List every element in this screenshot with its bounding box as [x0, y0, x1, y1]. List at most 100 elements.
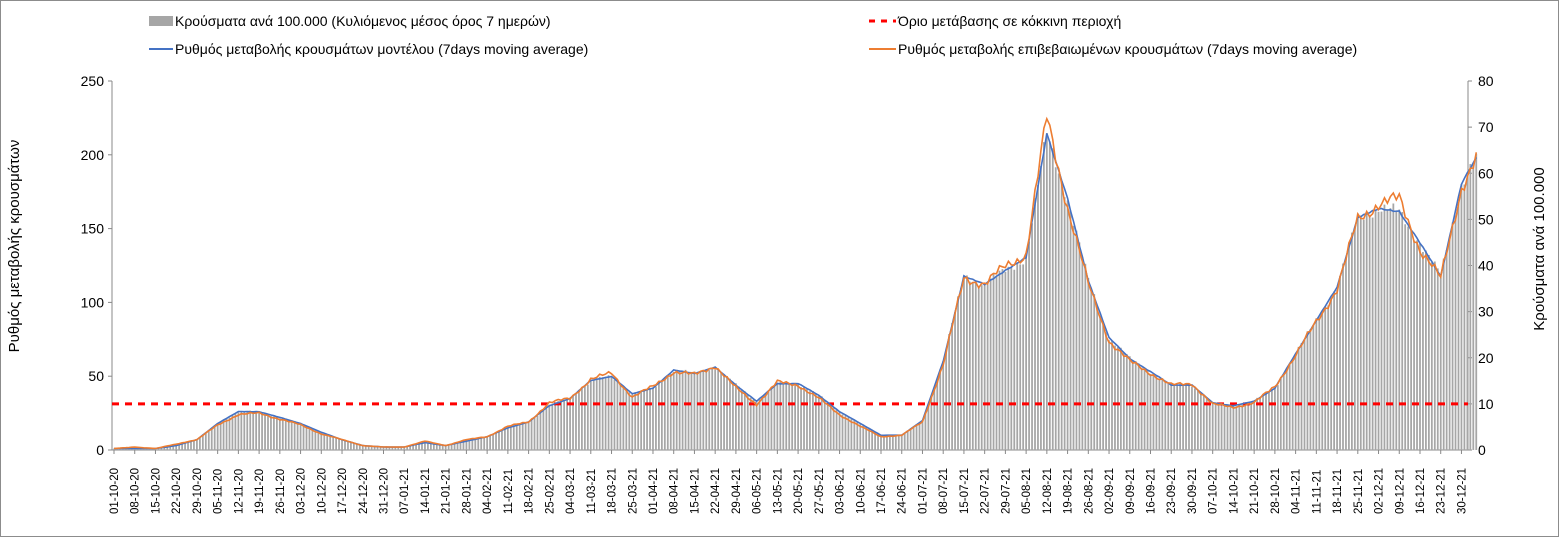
- bar: [1356, 213, 1359, 450]
- bar: [169, 446, 172, 450]
- bar: [616, 380, 619, 450]
- bar: [1309, 329, 1312, 450]
- bar: [1472, 164, 1475, 450]
- bar: [1084, 263, 1087, 450]
- bar: [1152, 373, 1155, 450]
- bar: [1202, 395, 1205, 450]
- legend-bars-swatch: [149, 16, 173, 26]
- bar: [459, 442, 462, 450]
- bar: [968, 281, 971, 450]
- bar: [806, 389, 808, 450]
- bar: [1333, 291, 1335, 450]
- bar: [323, 433, 326, 450]
- bar: [367, 445, 370, 450]
- bar: [1232, 406, 1235, 450]
- bar: [379, 446, 382, 450]
- bar: [530, 419, 533, 450]
- bar: [477, 438, 480, 450]
- bar: [284, 418, 287, 450]
- bar: [930, 395, 933, 450]
- bar: [823, 399, 826, 450]
- bar: [826, 402, 829, 450]
- bar: [773, 386, 776, 450]
- x-tick-label: 25-11-21: [1353, 469, 1365, 514]
- x-tick-label: 07-10-21: [1208, 468, 1220, 514]
- bar: [977, 286, 980, 450]
- bar: [1019, 264, 1022, 450]
- bar: [418, 443, 420, 450]
- bar: [1463, 184, 1466, 450]
- bar: [1185, 385, 1187, 450]
- bar: [779, 381, 782, 450]
- bar: [788, 383, 791, 450]
- axes: 0 50 100 150 200 250 0 10 20 30 40 50 60 70 80 01-10-20…: [81, 73, 1494, 514]
- bar: [391, 447, 394, 450]
- bar: [1365, 213, 1368, 450]
- legend-model-label: Ρυθμός μεταβολής κρουσμάτων μοντέλου (7d…: [175, 41, 588, 57]
- bar: [844, 415, 847, 450]
- bar: [1093, 294, 1096, 450]
- bar: [554, 403, 557, 450]
- bar: [163, 447, 166, 450]
- bar: [255, 411, 258, 450]
- bar: [341, 439, 343, 450]
- bar: [903, 432, 906, 450]
- bar: [992, 274, 995, 450]
- bar: [1081, 257, 1084, 450]
- y-tick-label-left: 100: [81, 294, 105, 310]
- bar: [142, 448, 145, 450]
- bar: [542, 410, 545, 450]
- x-tick-label: 28-01-21: [461, 468, 473, 514]
- bar: [246, 411, 249, 450]
- bar: [527, 422, 530, 450]
- x-tick-label: 25-03-21: [627, 468, 639, 514]
- x-tick-label: 21-01-21: [441, 468, 453, 514]
- bar: [1288, 363, 1291, 450]
- bar: [865, 426, 868, 450]
- x-tick-label: 10-06-21: [855, 468, 867, 514]
- bar: [814, 393, 817, 450]
- bar: [652, 387, 654, 450]
- y-tick-label-left: 0: [96, 442, 104, 458]
- bar: [148, 448, 151, 450]
- bar: [607, 375, 610, 450]
- x-tick-label: 23-09-21: [1166, 468, 1178, 514]
- bar: [666, 375, 669, 450]
- bar: [1398, 209, 1401, 450]
- bar: [471, 439, 474, 450]
- bar: [660, 380, 663, 450]
- bar: [980, 285, 983, 450]
- bar: [175, 445, 178, 450]
- bar: [604, 377, 607, 450]
- bar: [157, 448, 160, 450]
- x-tick-label: 16-09-21: [1146, 468, 1158, 514]
- bar: [583, 386, 586, 450]
- bar: [921, 420, 924, 450]
- bar: [332, 436, 335, 450]
- bar: [382, 447, 385, 450]
- bar: [767, 390, 770, 450]
- bar: [794, 383, 797, 450]
- bar: [198, 437, 201, 450]
- bar: [1374, 209, 1377, 450]
- bar: [646, 389, 648, 450]
- x-tick-label: 28-10-21: [1270, 468, 1282, 514]
- bar: [678, 371, 681, 450]
- bar: [1318, 317, 1321, 450]
- bar: [1410, 230, 1412, 450]
- x-tick-label: 29-10-20: [192, 468, 204, 514]
- bar: [995, 276, 998, 450]
- bar: [1125, 354, 1128, 450]
- bar: [1051, 148, 1054, 451]
- legend-threshold-label: Όριο μετάβασης σε κόκκινη περιοχή: [897, 13, 1121, 29]
- x-tick-label: 05-11-20: [213, 469, 225, 514]
- bar: [1045, 133, 1048, 450]
- bar: [658, 382, 660, 450]
- bar: [1238, 404, 1241, 450]
- bar: [1208, 400, 1211, 450]
- bar: [427, 442, 429, 450]
- bar: [755, 402, 758, 450]
- bar: [1339, 276, 1341, 450]
- bar: [1057, 173, 1060, 450]
- bar: [723, 375, 725, 450]
